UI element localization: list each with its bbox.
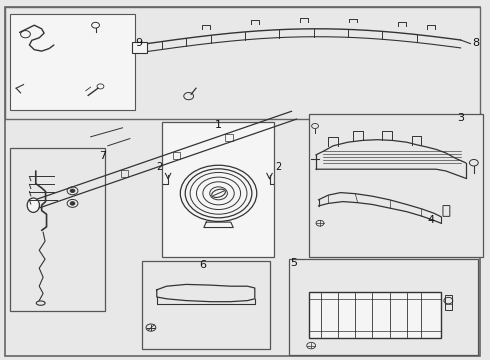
Text: 8: 8 — [473, 38, 480, 48]
Bar — [445, 295, 452, 310]
Bar — [173, 152, 180, 159]
Text: 3: 3 — [457, 113, 464, 123]
Text: 2: 2 — [275, 162, 281, 172]
Bar — [162, 122, 274, 257]
Text: 7: 7 — [99, 150, 106, 161]
Bar — [225, 134, 232, 141]
Text: 4: 4 — [427, 215, 435, 225]
Bar — [121, 170, 128, 177]
Circle shape — [70, 189, 75, 193]
Bar — [289, 259, 478, 355]
Bar — [309, 114, 483, 257]
Bar — [10, 148, 105, 311]
Circle shape — [70, 202, 75, 205]
Bar — [309, 292, 441, 338]
Bar — [5, 7, 480, 119]
Bar — [132, 42, 147, 53]
Bar — [142, 261, 270, 349]
Text: 6: 6 — [199, 260, 206, 270]
Text: 5: 5 — [291, 258, 297, 268]
Text: 1: 1 — [215, 120, 222, 130]
Bar — [10, 14, 135, 110]
Text: 9: 9 — [135, 38, 142, 48]
Text: 2: 2 — [156, 162, 162, 172]
Ellipse shape — [27, 198, 39, 212]
